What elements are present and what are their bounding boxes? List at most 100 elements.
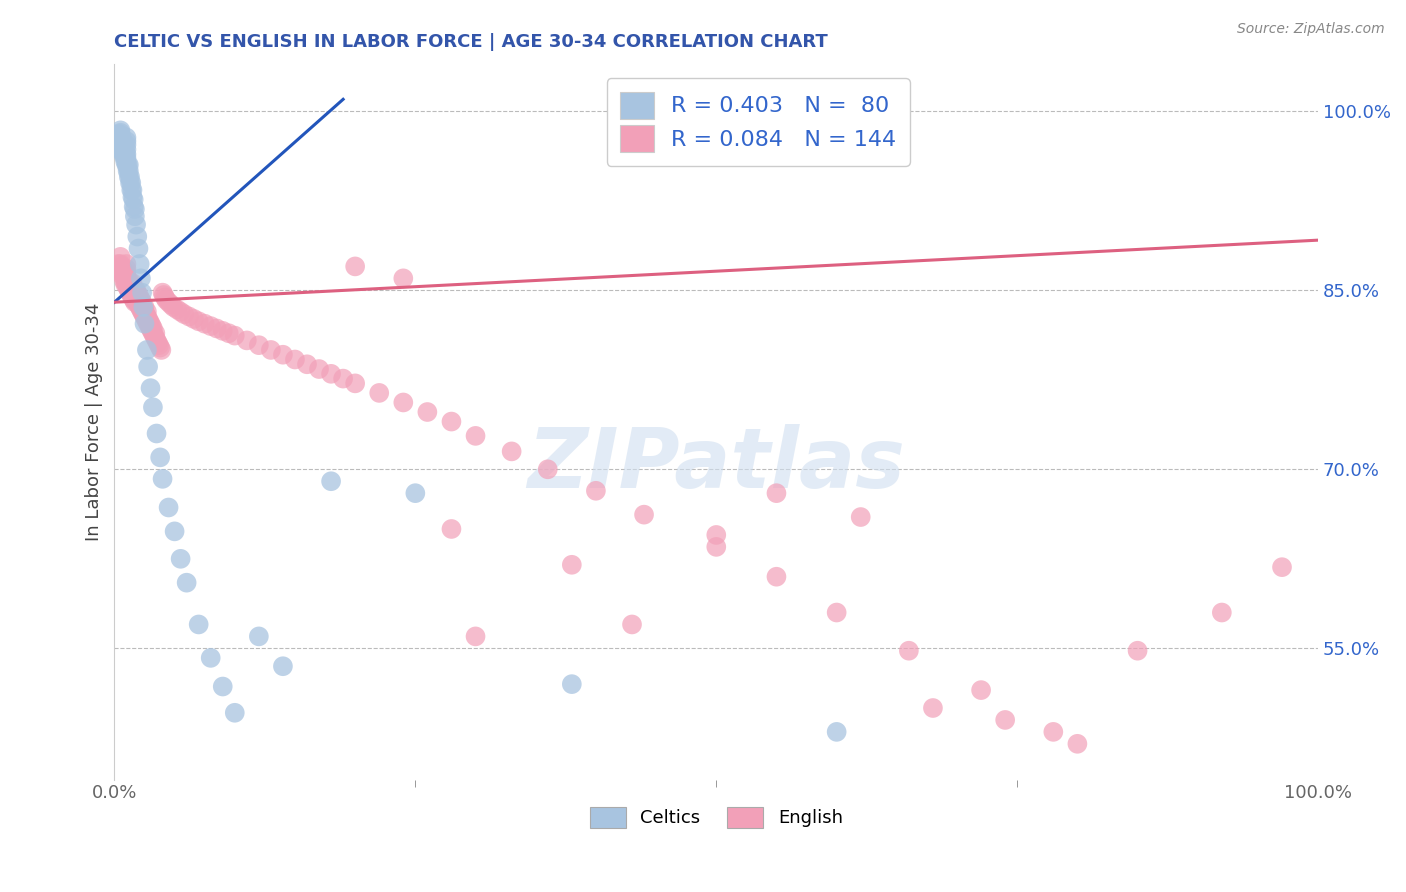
Point (440, 415, 463, 429)
Point (132, 302, 155, 317)
Point (319, 367, 342, 381)
Point (143, 331, 166, 345)
Point (145, 334, 167, 348)
Point (128, 300, 150, 314)
Point (187, 314, 209, 328)
Point (122, 283, 145, 297)
Point (115, 130, 138, 145)
Point (1066, 737, 1088, 751)
Point (121, 183, 143, 197)
Point (416, 405, 439, 419)
Point (128, 290, 150, 304)
Point (111, 143, 134, 157)
Point (440, 522, 463, 536)
Point (107, 130, 129, 145)
Point (129, 297, 152, 311)
Point (141, 319, 163, 334)
Point (121, 285, 143, 300)
Point (149, 341, 172, 355)
Point (308, 362, 330, 376)
Point (120, 276, 142, 290)
Point (155, 293, 177, 307)
Point (173, 307, 195, 321)
Point (111, 134, 134, 148)
Point (621, 617, 644, 632)
Point (163, 524, 186, 539)
Point (150, 343, 173, 357)
Point (115, 137, 138, 152)
Point (124, 290, 146, 304)
Point (141, 324, 163, 338)
Point (110, 134, 132, 148)
Point (120, 176, 142, 190)
Point (825, 724, 848, 739)
Point (127, 295, 149, 310)
Point (120, 283, 142, 297)
Point (344, 376, 367, 391)
Point (1271, 560, 1294, 574)
Point (124, 295, 146, 310)
Point (122, 288, 145, 302)
Point (118, 274, 141, 288)
Point (169, 305, 191, 319)
Point (117, 158, 139, 172)
Point (194, 317, 217, 331)
Point (111, 261, 134, 276)
Point (148, 338, 170, 352)
Point (115, 147, 138, 161)
Point (131, 295, 153, 310)
Point (121, 190, 143, 204)
Point (132, 300, 155, 314)
Point (111, 146, 134, 161)
Point (404, 486, 426, 500)
Point (704, 528, 727, 542)
Point (332, 371, 354, 385)
Point (110, 140, 132, 154)
Point (825, 606, 848, 620)
Point (247, 338, 270, 352)
Point (108, 127, 131, 141)
Point (200, 651, 222, 665)
Point (117, 281, 139, 295)
Point (143, 326, 166, 341)
Point (124, 285, 146, 300)
Point (118, 164, 141, 178)
Y-axis label: In Labor Force | Age 30-34: In Labor Force | Age 30-34 (86, 302, 103, 541)
Point (464, 629, 486, 643)
Point (110, 130, 132, 145)
Point (115, 143, 138, 157)
Point (135, 343, 157, 357)
Point (145, 426, 167, 441)
Point (464, 429, 486, 443)
Point (392, 271, 415, 285)
Point (160, 297, 183, 311)
Point (135, 312, 157, 326)
Point (271, 659, 294, 673)
Point (125, 288, 148, 302)
Point (129, 293, 152, 307)
Point (153, 290, 176, 304)
Point (110, 123, 132, 137)
Point (247, 629, 270, 643)
Point (115, 277, 138, 292)
Point (120, 278, 142, 293)
Point (162, 300, 184, 314)
Point (121, 281, 143, 295)
Point (112, 274, 135, 288)
Point (849, 510, 872, 524)
Point (183, 312, 205, 326)
Point (111, 268, 134, 283)
Point (284, 352, 307, 367)
Point (765, 570, 787, 584)
Text: ZIPatlas: ZIPatlas (527, 424, 905, 505)
Point (897, 643, 920, 657)
Point (120, 176, 142, 190)
Point (344, 260, 367, 274)
Point (142, 321, 165, 335)
Point (218, 326, 240, 341)
Point (152, 472, 174, 486)
Point (107, 128, 129, 142)
Point (129, 271, 152, 285)
Point (115, 154, 138, 169)
Point (110, 128, 132, 142)
